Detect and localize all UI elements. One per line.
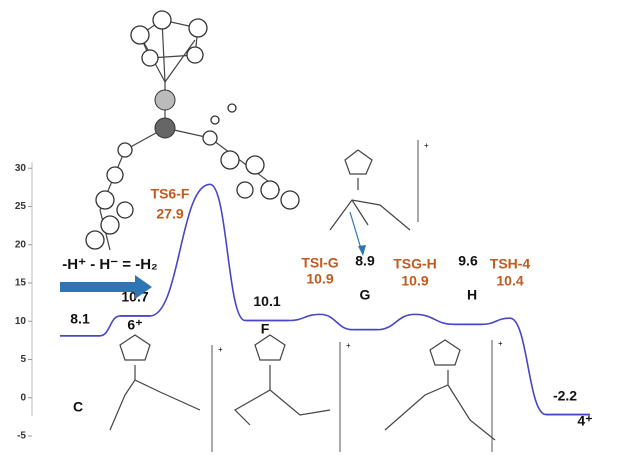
- structure-f: +: [235, 335, 351, 452]
- value-label: 27.9: [156, 206, 183, 222]
- state-label: G: [360, 287, 371, 303]
- y-tick-label: 30: [15, 163, 27, 174]
- structure-g: +: [330, 140, 429, 230]
- y-tick-label: 15: [15, 278, 27, 289]
- value-label: 10.9: [401, 273, 428, 289]
- state-label: TS6-F: [151, 186, 190, 202]
- chart: + + + + -H⁺ - H⁻ = -H₂ -5 0 5 10 15 20 25 30 8.1…: [0, 0, 622, 462]
- annotation: -H⁺ - H⁻ = -H₂: [62, 256, 157, 273]
- structure-6: +: [110, 335, 223, 452]
- svg-text:+: +: [346, 341, 351, 350]
- value-label: -2.2: [553, 387, 577, 403]
- y-tick-label: 20: [15, 239, 27, 250]
- state-label: TSI-G: [301, 255, 338, 271]
- value-label: 8.9: [355, 253, 375, 269]
- value-label: 10.9: [306, 271, 333, 287]
- big-arrow: [60, 275, 152, 299]
- svg-text:+: +: [498, 339, 503, 348]
- state-label: H: [467, 287, 477, 303]
- state-label: C: [73, 399, 83, 415]
- y-tick-label: 0: [20, 392, 26, 403]
- state-label: TSG-H: [393, 256, 437, 272]
- state-label: F: [261, 321, 270, 337]
- y-tick-label: 25: [15, 201, 27, 212]
- y-tick-label: 10: [15, 316, 27, 327]
- structure-4: +: [385, 339, 503, 452]
- value-label: 8.1: [70, 310, 90, 326]
- value-label: 10.1: [253, 293, 280, 309]
- y-tick-label: 5: [20, 354, 26, 365]
- svg-text:+: +: [424, 141, 429, 150]
- value-label: 9.6: [458, 253, 478, 269]
- svg-text:+: +: [218, 345, 223, 354]
- state-label: 6⁺: [127, 317, 142, 333]
- value-label: 10.4: [496, 273, 523, 289]
- y-tick-label: -5: [17, 431, 26, 442]
- state-label: TSH-4: [490, 256, 531, 272]
- molecule-3d: [86, 11, 299, 250]
- state-label: 4⁺: [577, 413, 592, 429]
